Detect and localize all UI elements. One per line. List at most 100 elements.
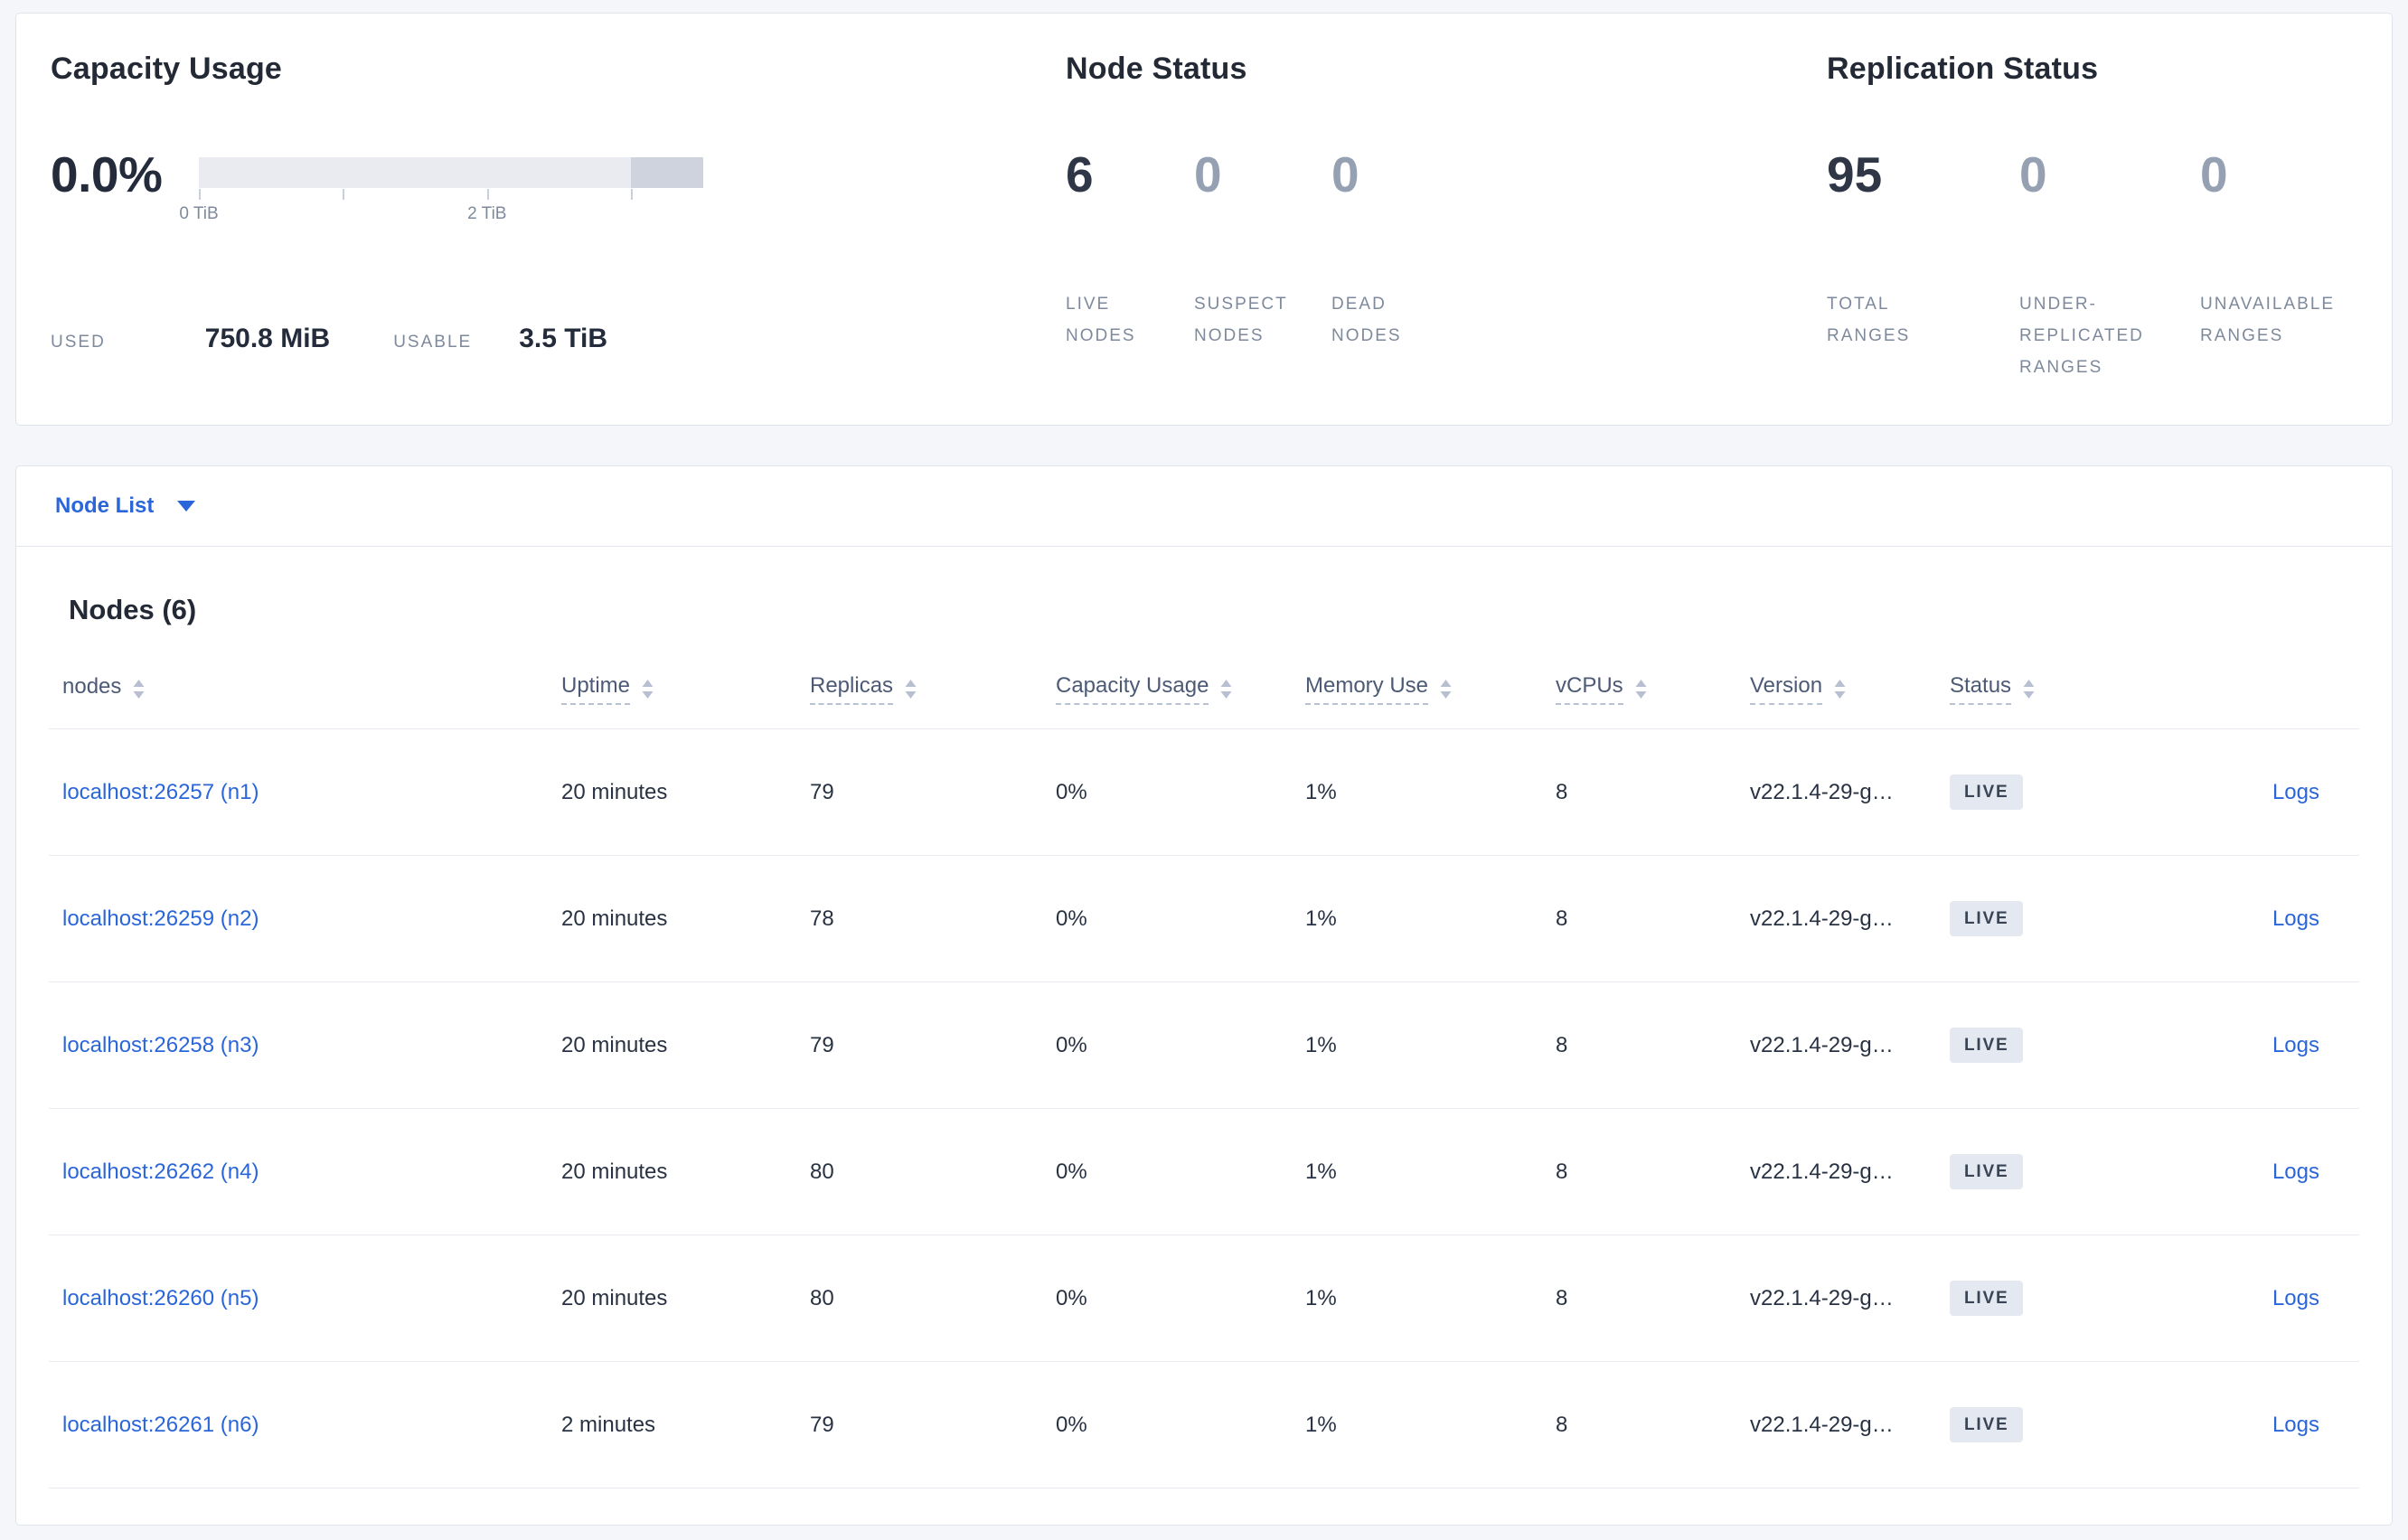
- capacity-bar-reserved-segment: [631, 157, 703, 188]
- replicas-cell: 80: [810, 1159, 834, 1184]
- logs-link[interactable]: Logs: [2272, 906, 2319, 931]
- memory-cell: 1%: [1305, 1032, 1337, 1057]
- replicas-cell: 78: [810, 906, 834, 931]
- logs-link[interactable]: Logs: [2272, 1032, 2319, 1057]
- capacity-usage-title: Capacity Usage: [51, 52, 283, 86]
- axis-tick: [199, 189, 201, 200]
- sort-icon: [641, 679, 654, 700]
- replication-status-title: Replication Status: [1827, 52, 2099, 86]
- uptime-cell: 2 minutes: [561, 1412, 656, 1437]
- sort-icon: [1439, 679, 1453, 700]
- logs-cell: Logs: [2158, 1160, 2359, 1185]
- status-cell: LIVE: [1950, 1028, 2158, 1064]
- memory-cell: 1%: [1305, 779, 1337, 804]
- usable-value: 3.5 TiB: [519, 324, 608, 353]
- version-cell: v22.1.4-29-g…: [1750, 779, 1894, 804]
- capacity-axis-labels: 0 TiB 2 TiB: [179, 201, 703, 224]
- suspect-nodes-stat: 0 SUSPECT NODES: [1194, 150, 1331, 352]
- capacity-cell: 0%: [1056, 906, 1087, 931]
- unavailable-ranges-label: UNAVAILABLE RANGES: [2200, 295, 2336, 346]
- status-cell: LIVE: [1950, 1407, 2158, 1443]
- logs-link[interactable]: Logs: [2272, 1412, 2319, 1437]
- node-link[interactable]: localhost:26260 (n5): [62, 1285, 259, 1310]
- live-nodes-label: LIVE NODES: [1066, 295, 1136, 346]
- sort-icon: [132, 679, 146, 700]
- node-status-section: Node Status 6 LIVE NODES 0 SUSPECT NODES…: [1066, 52, 1827, 383]
- vcpus-cell: 8: [1556, 1285, 1568, 1310]
- vcpus-cell: 8: [1556, 1159, 1568, 1184]
- usable-label: USABLE: [393, 333, 473, 352]
- version-cell: v22.1.4-29-g…: [1750, 1285, 1894, 1310]
- logs-cell: Logs: [2158, 906, 2359, 932]
- unavailable-ranges-stat: 0 UNAVAILABLE RANGES: [2200, 150, 2386, 383]
- status-badge: LIVE: [1950, 1407, 2024, 1443]
- caret-down-icon: [177, 501, 196, 512]
- capacity-axis-ticks: [199, 188, 703, 201]
- node-cell: localhost:26260 (n5): [49, 1286, 561, 1311]
- dead-nodes-count: 0: [1331, 146, 1359, 202]
- cluster-summary-card: Capacity Usage 0.0% 0 TiB 2 TiB: [15, 13, 2393, 427]
- dead-nodes-stat: 0 DEAD NODES: [1331, 150, 1433, 352]
- under-replicated-stat: 0 UNDER-REPLICATED RANGES: [2019, 150, 2200, 383]
- column-header-memory-use[interactable]: Memory Use: [1305, 673, 1556, 706]
- suspect-nodes-label: SUSPECT NODES: [1194, 295, 1288, 346]
- column-header-vcpus[interactable]: vCPUs: [1556, 673, 1750, 706]
- sort-icon: [904, 679, 917, 700]
- vcpus-cell: 8: [1556, 779, 1568, 804]
- sort-icon: [1833, 679, 1847, 700]
- version-cell: v22.1.4-29-g…: [1750, 1032, 1894, 1057]
- node-link[interactable]: localhost:26259 (n2): [62, 906, 259, 931]
- capacity-cell: 0%: [1056, 779, 1087, 804]
- table-row: localhost:26259 (n2) 20 minutes 78 0% 1%…: [49, 856, 2359, 983]
- logs-link[interactable]: Logs: [2272, 1159, 2319, 1184]
- column-header-replicas[interactable]: Replicas: [810, 673, 1056, 706]
- logs-cell: Logs: [2158, 1413, 2359, 1438]
- column-header-status[interactable]: Status: [1950, 673, 2158, 706]
- logs-link[interactable]: Logs: [2272, 1285, 2319, 1310]
- table-row: localhost:26260 (n5) 20 minutes 80 0% 1%…: [49, 1235, 2359, 1363]
- status-cell: LIVE: [1950, 901, 2158, 937]
- memory-cell: 1%: [1305, 1285, 1337, 1310]
- live-nodes-count: 6: [1066, 146, 1094, 202]
- axis-tick: [486, 189, 489, 200]
- column-header-capacity-usage[interactable]: Capacity Usage: [1056, 673, 1305, 706]
- table-row: localhost:26257 (n1) 20 minutes 79 0% 1%…: [49, 729, 2359, 857]
- replicas-cell: 79: [810, 1032, 834, 1057]
- uptime-cell: 20 minutes: [561, 1032, 668, 1057]
- column-header-nodes[interactable]: nodes: [49, 674, 561, 704]
- axis-label-2tib: 2 TiB: [467, 204, 507, 223]
- used-value: 750.8 MiB: [204, 324, 331, 353]
- capacity-cell: 0%: [1056, 1159, 1087, 1184]
- status-badge: LIVE: [1950, 1154, 2024, 1190]
- under-replicated-label: UNDER-REPLICATED RANGES: [2019, 295, 2144, 378]
- version-cell: v22.1.4-29-g…: [1750, 906, 1894, 931]
- capacity-usage-section: Capacity Usage 0.0% 0 TiB 2 TiB: [51, 52, 1066, 383]
- column-header-uptime[interactable]: Uptime: [561, 673, 810, 706]
- total-ranges-label: TOTAL RANGES: [1827, 295, 1911, 346]
- node-link[interactable]: localhost:26261 (n6): [62, 1412, 259, 1437]
- table-row: localhost:26262 (n4) 20 minutes 80 0% 1%…: [49, 1109, 2359, 1236]
- version-cell: v22.1.4-29-g…: [1750, 1159, 1894, 1184]
- status-cell: LIVE: [1950, 1154, 2158, 1190]
- unavailable-ranges-count: 0: [2200, 146, 2228, 202]
- status-badge: LIVE: [1950, 1028, 2024, 1064]
- status-badge: LIVE: [1950, 1281, 2024, 1317]
- column-header-version[interactable]: Version: [1750, 673, 1950, 706]
- uptime-cell: 20 minutes: [561, 906, 668, 931]
- node-list-dropdown[interactable]: Node List: [16, 466, 2392, 548]
- total-ranges-count: 95: [1827, 146, 1883, 202]
- node-link[interactable]: localhost:26262 (n4): [62, 1159, 259, 1184]
- logs-cell: Logs: [2158, 1033, 2359, 1058]
- logs-link[interactable]: Logs: [2272, 779, 2319, 804]
- node-cell: localhost:26259 (n2): [49, 906, 561, 932]
- dead-nodes-label: DEAD NODES: [1331, 295, 1402, 346]
- status-cell: LIVE: [1950, 775, 2158, 811]
- capacity-cell: 0%: [1056, 1032, 1087, 1057]
- table-row: localhost:26258 (n3) 20 minutes 79 0% 1%…: [49, 982, 2359, 1110]
- capacity-cell: 0%: [1056, 1285, 1087, 1310]
- node-link[interactable]: localhost:26258 (n3): [62, 1032, 259, 1057]
- node-link[interactable]: localhost:26257 (n1): [62, 779, 259, 804]
- used-label: USED: [51, 333, 106, 352]
- capacity-used-percent: 0.0%: [51, 146, 163, 202]
- table-row: localhost:26261 (n6) 2 minutes 79 0% 1% …: [49, 1362, 2359, 1489]
